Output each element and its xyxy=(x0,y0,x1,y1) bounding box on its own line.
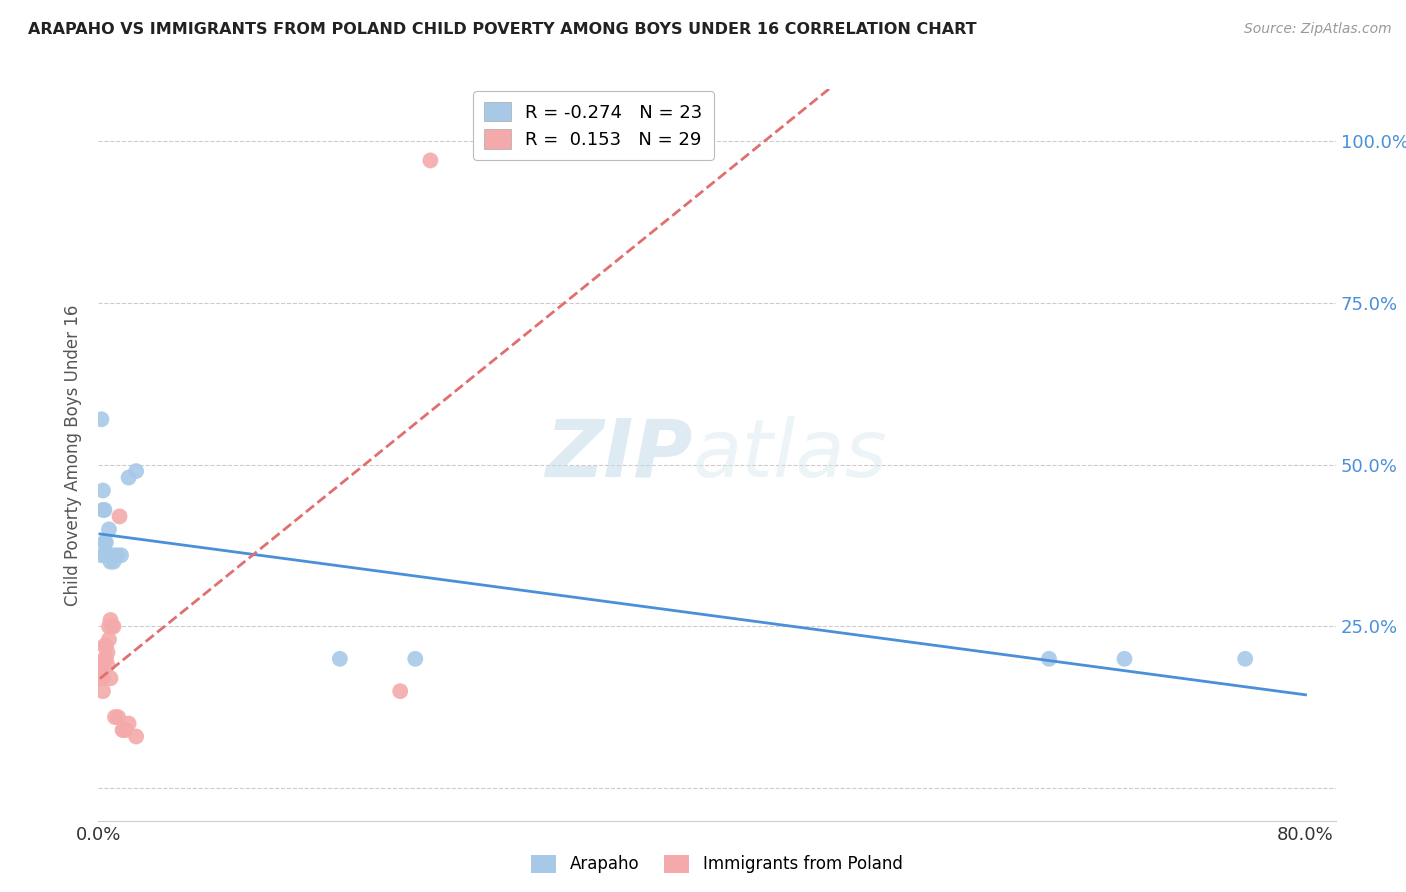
Point xyxy=(93,535,115,549)
Point xyxy=(419,153,441,168)
Point xyxy=(108,509,131,524)
Point xyxy=(93,639,115,653)
Point xyxy=(94,639,117,653)
Point xyxy=(1234,652,1257,666)
Point xyxy=(90,671,112,685)
Point xyxy=(94,535,117,549)
Point xyxy=(101,619,124,633)
Text: atlas: atlas xyxy=(692,416,887,494)
Point xyxy=(329,652,352,666)
Point xyxy=(125,464,148,478)
Point xyxy=(100,555,122,569)
Point xyxy=(90,665,112,679)
Point xyxy=(101,548,124,562)
Point xyxy=(94,652,117,666)
Point xyxy=(117,716,139,731)
Y-axis label: Child Poverty Among Boys Under 16: Child Poverty Among Boys Under 16 xyxy=(65,304,83,606)
Point xyxy=(91,503,114,517)
Text: ZIP: ZIP xyxy=(546,416,692,494)
Text: ARAPAHO VS IMMIGRANTS FROM POLAND CHILD POVERTY AMONG BOYS UNDER 16 CORRELATION : ARAPAHO VS IMMIGRANTS FROM POLAND CHILD … xyxy=(28,22,977,37)
Point xyxy=(89,671,111,685)
Point xyxy=(389,684,412,698)
Text: Source: ZipAtlas.com: Source: ZipAtlas.com xyxy=(1244,22,1392,37)
Point xyxy=(103,555,125,569)
Point xyxy=(90,548,112,562)
Point xyxy=(90,412,112,426)
Point xyxy=(93,503,115,517)
Point xyxy=(96,645,118,659)
Point xyxy=(105,548,128,562)
Point xyxy=(117,470,139,484)
Point xyxy=(94,548,117,562)
Point xyxy=(91,671,114,685)
Point xyxy=(98,619,121,633)
Point xyxy=(96,658,118,673)
Point xyxy=(96,548,118,562)
Point xyxy=(98,548,121,562)
Point xyxy=(125,730,148,744)
Point xyxy=(110,548,132,562)
Point xyxy=(1114,652,1136,666)
Point xyxy=(112,723,135,737)
Point xyxy=(404,652,426,666)
Point xyxy=(107,710,129,724)
Point xyxy=(104,710,127,724)
Point xyxy=(100,613,122,627)
Point xyxy=(111,723,134,737)
Point xyxy=(89,658,111,673)
Point xyxy=(114,723,136,737)
Legend: Arapaho, Immigrants from Poland: Arapaho, Immigrants from Poland xyxy=(523,847,911,882)
Point xyxy=(103,619,125,633)
Point xyxy=(100,671,122,685)
Point xyxy=(91,684,114,698)
Point xyxy=(93,652,115,666)
Point xyxy=(91,483,114,498)
Point xyxy=(98,522,121,536)
Point xyxy=(98,632,121,647)
Point xyxy=(1038,652,1060,666)
Point xyxy=(91,658,114,673)
